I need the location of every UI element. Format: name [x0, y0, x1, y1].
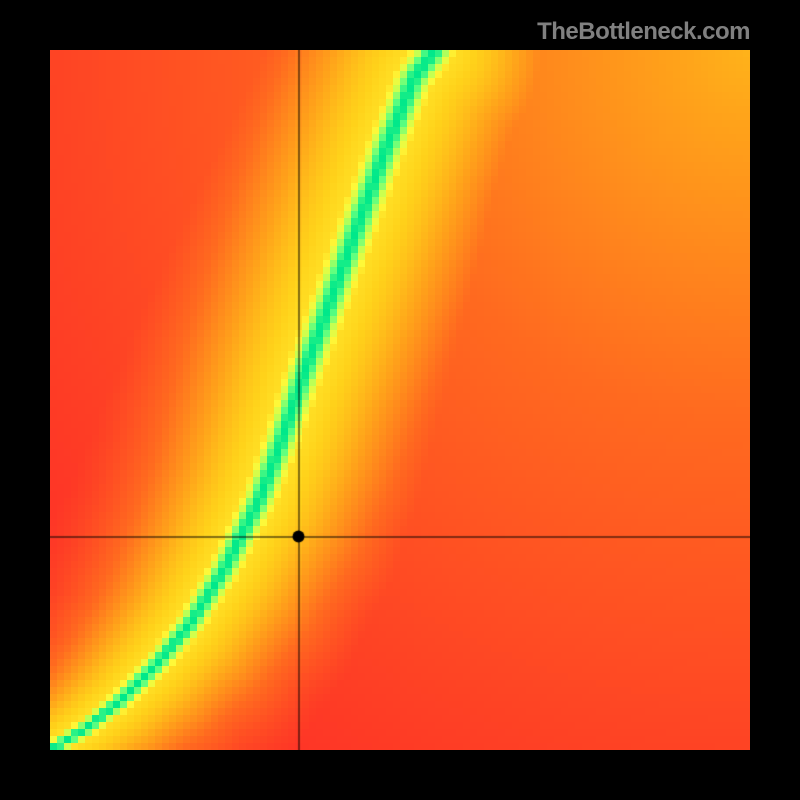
- crosshair-overlay: [50, 50, 750, 750]
- watermark-text: TheBottleneck.com: [537, 18, 750, 46]
